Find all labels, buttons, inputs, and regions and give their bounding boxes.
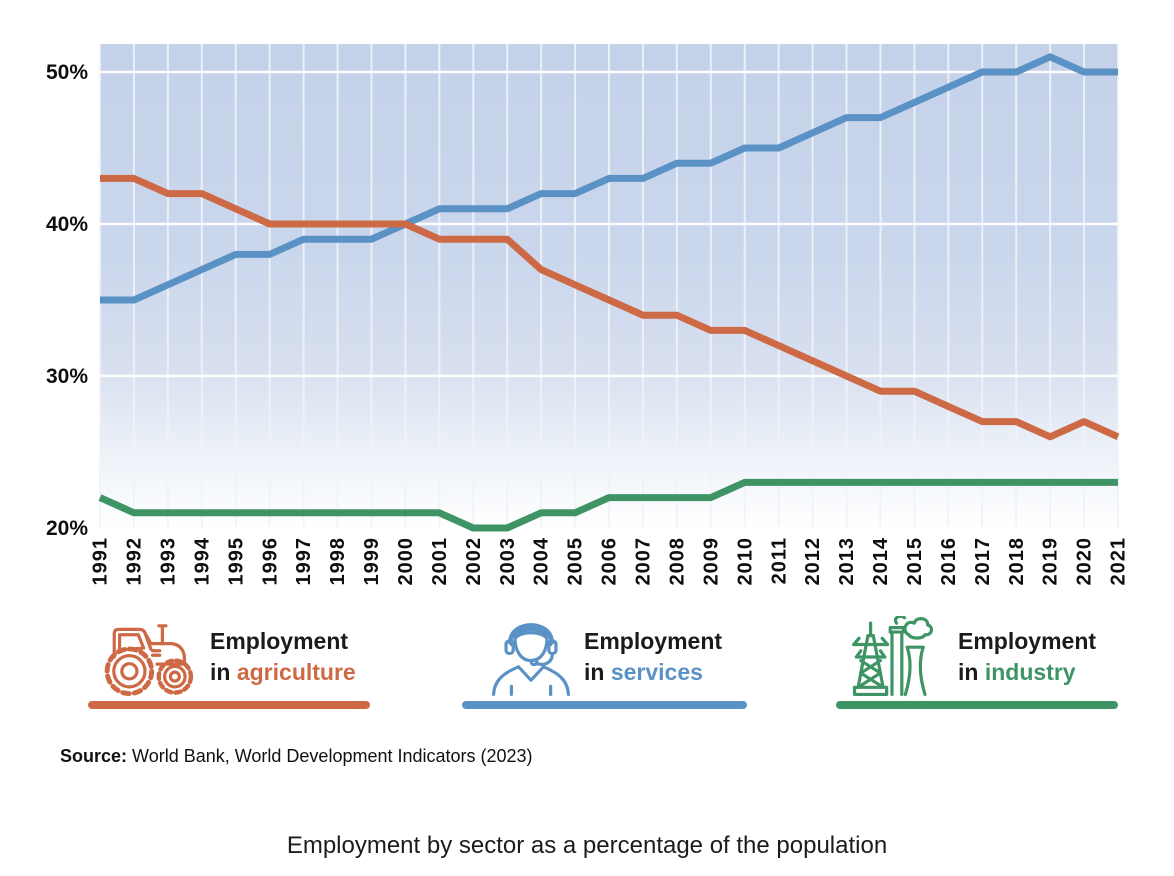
x-tick-label: 1997 [293,537,315,586]
source-note: Source: World Bank, World Development In… [60,746,533,767]
x-tick-label: 1991 [90,537,112,586]
x-tick-label: 2006 [599,537,621,586]
x-tick-label: 1995 [225,537,247,586]
x-tick-label: 2013 [836,537,858,586]
x-tick-label: 2018 [1006,537,1028,586]
x-tick-label: 2000 [395,537,417,586]
x-tick-label: 2010 [734,537,756,586]
factory-icon [852,616,934,697]
x-tick-label: 1992 [124,537,146,586]
employment-trend-chart: 50% 40% 30% 20%1991 1992 1993 1994 1995 1996 1997… [46,44,1130,586]
legend-line1: Employment [958,628,1097,654]
x-tick-label: 2005 [565,537,587,586]
x-tick-label: 2004 [531,537,553,586]
series-line-services [100,53,1118,304]
legend-accent-agriculture: agriculture [236,659,356,685]
support-agent-icon [491,623,571,697]
figure-caption: Employment by sector as a percentage of … [286,832,888,859]
y-tick-label: 50% [46,61,88,84]
x-tick-label: 2016 [938,537,960,586]
legend-label-agriculture: Employment in agriculture [210,626,356,688]
x-tick-label: 2015 [904,537,926,586]
tractor-icon [104,624,194,696]
series-line-industry [98,478,1118,532]
y-tick-label: 20% [46,517,88,540]
legend-label-industry: Employment in industry [958,626,1096,688]
x-tick-label: 2011 [768,537,790,584]
y-tick-label: 40% [46,213,88,236]
legend-item-agriculture: Employment in agriculture [88,608,370,709]
chart-legend: Employment in agriculture [0,608,1174,718]
x-tick-label: 2017 [972,537,994,586]
x-tick-label: 2014 [870,537,892,586]
legend-line1: Employment [210,628,349,654]
x-tick-label: 1996 [259,537,281,586]
x-tick-label: 1999 [361,537,383,586]
legend-line2: in industry [958,659,1076,685]
legend-accent-industry: industry [984,659,1076,685]
x-tick-label: 1993 [157,537,179,586]
x-tick-label: 2009 [700,537,722,586]
y-tick-label: 30% [46,365,88,388]
source-text: World Bank, World Development Indicators… [127,746,533,766]
legend-accent-services: services [610,659,703,685]
x-tick-label: 2012 [802,537,824,586]
x-tick-label: 2007 [633,537,655,586]
x-tick-label: 2021 [1108,537,1130,586]
legend-item-industry: Employment in industry [836,608,1118,709]
x-tick-label: 2002 [463,537,485,586]
legend-item-services: Employment in services [462,608,747,709]
x-tick-label: 2003 [497,537,519,586]
x-tick-label: 2001 [429,537,451,586]
legend-line1: Employment [584,628,723,654]
x-tick-label: 2020 [1074,537,1096,586]
x-tick-label: 2019 [1040,537,1062,586]
x-tick-label: 2008 [666,537,688,586]
series-line-agriculture [100,174,1120,441]
legend-underline-agriculture [88,701,370,709]
legend-line2: in agriculture [210,659,356,685]
source-label: Source: [60,746,128,766]
legend-line2: in services [584,659,703,685]
legend-underline-industry [836,701,1118,709]
legend-underline-services [462,701,747,709]
x-tick-label: 1994 [191,537,213,586]
legend-label-services: Employment in services [584,626,722,688]
x-tick-label: 1998 [327,537,349,586]
